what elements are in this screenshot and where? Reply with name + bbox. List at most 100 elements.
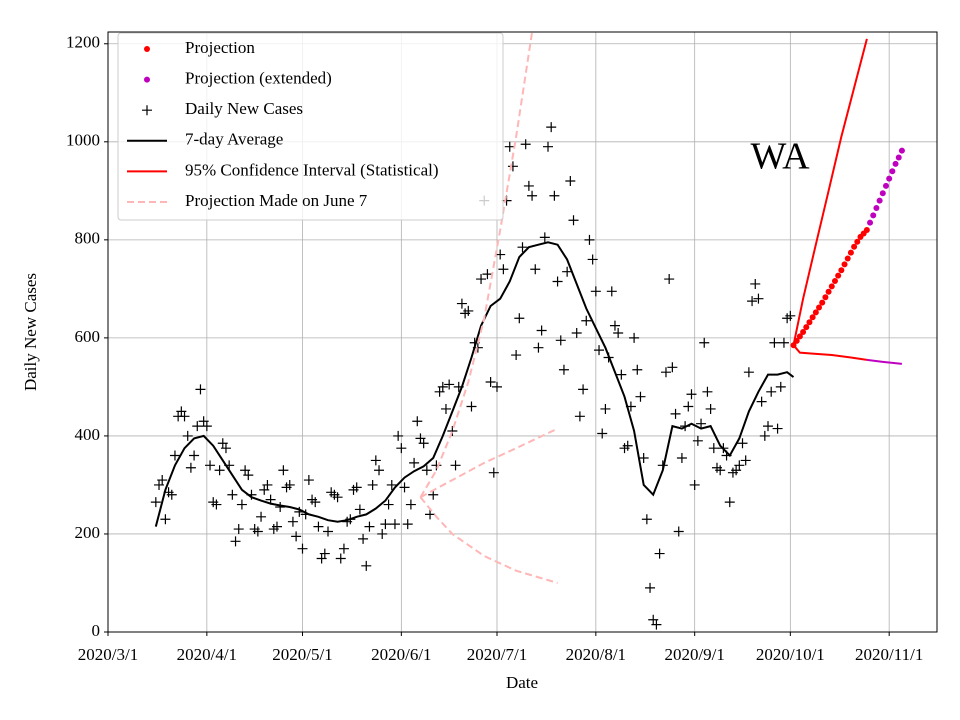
case-point (444, 379, 455, 390)
case-point (600, 403, 611, 414)
projection-point (879, 190, 886, 197)
projection-point (796, 333, 803, 340)
case-point (179, 411, 190, 422)
case-point (543, 141, 554, 152)
x-tick-label: 2020/6/1 (371, 645, 431, 664)
case-point (157, 475, 168, 486)
case-point (552, 276, 563, 287)
y-tick-label: 1200 (66, 33, 100, 52)
y-tick-label: 1000 (66, 131, 100, 150)
case-point (297, 543, 308, 554)
case-point (393, 430, 404, 441)
case-point (252, 526, 263, 537)
x-tick-label: 2020/5/1 (272, 645, 332, 664)
case-point (437, 381, 448, 392)
case-point (670, 408, 681, 419)
case-point (660, 367, 671, 378)
case-point (632, 364, 643, 375)
x-tick-label: 2020/7/1 (467, 645, 527, 664)
case-point (756, 396, 767, 407)
plot-frame (107, 31, 938, 633)
case-point (243, 470, 254, 481)
case-point (778, 337, 789, 348)
case-point (785, 310, 796, 321)
case-point (613, 327, 624, 338)
case-point (278, 465, 289, 476)
case-point (759, 430, 770, 441)
case-point (466, 401, 477, 412)
projection-point (898, 147, 905, 154)
case-point (425, 509, 436, 520)
case-point (705, 403, 716, 414)
legend-label: 7-day Average (185, 130, 283, 149)
y-axis-label: Daily New Cases (21, 273, 40, 391)
legend-label: Projection Made on June 7 (185, 191, 368, 210)
case-point (587, 254, 598, 265)
case-point (476, 274, 487, 285)
case-point (769, 337, 780, 348)
case-point (421, 465, 432, 476)
case-point (364, 521, 375, 532)
projection-point (892, 160, 899, 167)
case-point (594, 345, 605, 356)
case-point (262, 479, 273, 490)
projection-point (886, 175, 893, 182)
case-point (236, 499, 247, 510)
legend-marker (142, 105, 152, 116)
case-point (546, 122, 557, 133)
series-line (792, 38, 868, 346)
projection-point (825, 288, 832, 295)
projection-point (851, 243, 858, 250)
series-line (866, 358, 903, 365)
case-point (702, 386, 713, 397)
case-point (495, 249, 506, 260)
projection-point (844, 255, 851, 262)
case-point (409, 457, 420, 468)
case-point (772, 423, 783, 434)
case-point (667, 362, 678, 373)
x-tick-label: 2020/11/1 (855, 645, 923, 664)
legend-marker (144, 76, 150, 83)
x-axis-label: Date (506, 673, 538, 692)
projection-point (835, 272, 842, 279)
series-line (154, 241, 795, 527)
projection-point (812, 309, 819, 316)
case-point (724, 497, 735, 508)
projection-point (870, 212, 877, 219)
case-point (463, 305, 474, 316)
case-point (358, 533, 369, 544)
case-point (699, 337, 710, 348)
case-point (418, 438, 429, 449)
case-point (220, 443, 231, 454)
legend-label: Daily New Cases (185, 99, 303, 118)
case-point (185, 462, 196, 473)
case-point (581, 315, 592, 326)
case-point (498, 264, 509, 275)
case-point (380, 519, 391, 530)
series-line (792, 344, 868, 361)
case-point (638, 452, 649, 463)
case-point (763, 421, 774, 432)
projection-point (854, 238, 861, 245)
case-point (405, 499, 416, 510)
projection-point (867, 219, 874, 226)
case-point (166, 489, 177, 500)
case-point (597, 428, 608, 439)
y-tick-label: 800 (75, 229, 101, 248)
case-point (536, 325, 547, 336)
projection-point (838, 267, 845, 274)
case-point (192, 421, 203, 432)
case-point (227, 489, 238, 500)
case-point (485, 377, 496, 387)
y-tick-label: 0 (92, 621, 101, 640)
case-point (291, 531, 302, 542)
legend-marker (144, 46, 150, 52)
case-point (361, 560, 372, 571)
case-point (482, 269, 493, 280)
case-point (692, 435, 703, 446)
projection-point (819, 299, 826, 306)
annotation: WA (750, 136, 810, 178)
x-tick-label: 2020/9/1 (664, 645, 724, 664)
projection-point (831, 278, 838, 285)
